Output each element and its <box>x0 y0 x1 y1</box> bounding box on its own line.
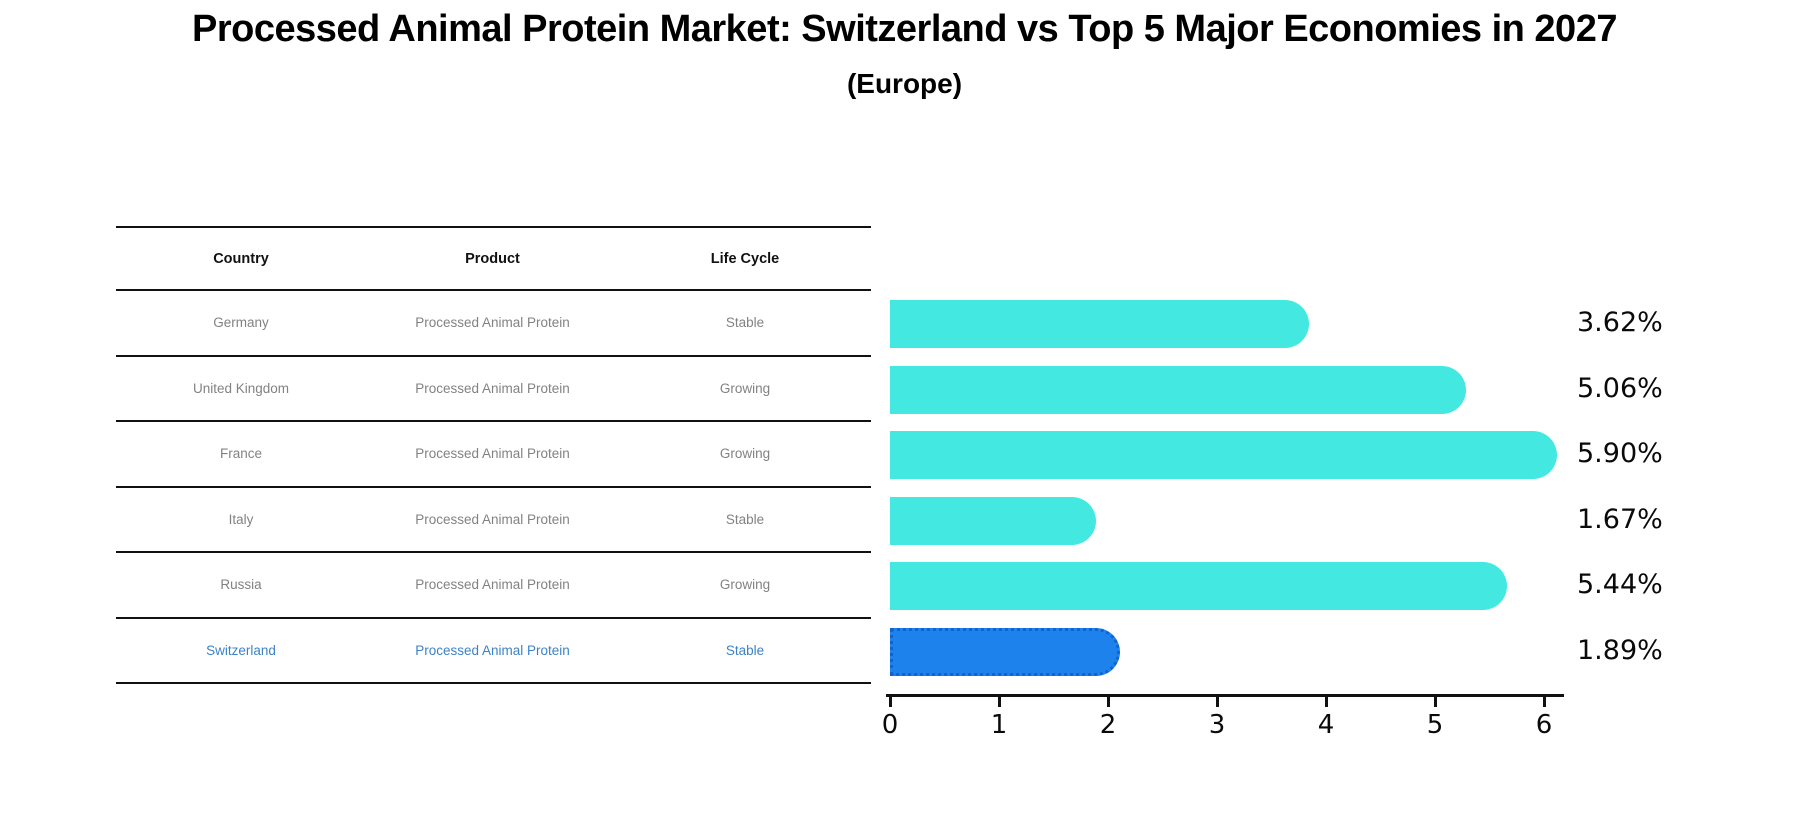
bar-value-label: 5.90% <box>1577 438 1663 469</box>
x-axis-tick-label: 2 <box>1099 710 1117 740</box>
x-axis-tick-label: 4 <box>1317 710 1335 740</box>
table-header-product: Product <box>465 250 520 267</box>
chart-subtitle: (Europe) <box>846 68 963 99</box>
table-cell-country: Switzerland <box>206 642 276 658</box>
bar-value-label: 1.89% <box>1577 634 1663 666</box>
bar-value-label: 5.06% <box>1577 372 1663 404</box>
bar-value-label: 5.44% <box>1577 569 1663 600</box>
table-cell-country: Italy <box>228 511 254 527</box>
x-axis-tick <box>1107 694 1110 707</box>
table-cell-product: Processed Animal Protein <box>415 511 570 527</box>
table-row: Russia Processed Animal Protein Growing <box>116 553 871 619</box>
bar-united-kingdom <box>890 365 1466 414</box>
table-header-lifecycle: Life Cycle <box>710 250 780 267</box>
bar-italy <box>890 496 1097 545</box>
x-axis-tick <box>1434 694 1437 707</box>
x-axis-tick-label: 6 <box>1535 710 1553 740</box>
x-axis-line <box>886 694 1564 697</box>
bar-value-label: 3.62% <box>1577 307 1663 338</box>
x-axis-tick-label: 3 <box>1208 710 1226 740</box>
table-cell-life-cycle: Growing <box>719 577 771 593</box>
x-axis-tick <box>889 694 892 707</box>
table-cell-product: Processed Animal Protein <box>415 577 570 593</box>
table-cell-country: France <box>219 446 263 462</box>
x-axis-tick <box>1543 694 1546 707</box>
bar-value-label: 1.67% <box>1577 503 1663 535</box>
chart-title: Processed Animal Protein Market: Switzer… <box>192 8 1617 50</box>
table-cell-country: United Kingdom <box>192 380 290 396</box>
table-row: United Kingdom Processed Animal Protein Gr… <box>116 357 871 422</box>
table-row: Italy Processed Animal Protein Stable <box>116 488 871 553</box>
table-cell-country: Germany <box>213 315 269 331</box>
table-row: Germany Processed Animal Protein Stable <box>116 291 871 357</box>
bar-germany <box>890 300 1309 348</box>
table-cell-life-cycle: Stable <box>725 642 765 658</box>
x-axis-tick-label: 1 <box>990 710 1008 740</box>
bar-france <box>890 431 1558 479</box>
table-cell-life-cycle: Stable <box>725 315 765 331</box>
table-cell-product: Processed Animal Protein <box>415 380 570 396</box>
table-cell-country: Russia <box>220 577 262 593</box>
x-axis-tick-label: 0 <box>881 710 899 740</box>
table-cell-life-cycle: Stable <box>725 511 765 527</box>
x-axis-tick <box>1325 694 1328 707</box>
table-header-country: Country <box>213 250 269 267</box>
table-body: Germany Processed Animal Protein Stable Uni… <box>116 291 871 684</box>
country-table: Country Product Life Cycle Germany Proces… <box>116 226 871 684</box>
bar-highlight-switzerland <box>890 627 1120 676</box>
table-header-row: Country Product Life Cycle <box>116 226 871 291</box>
x-axis-tick <box>998 694 1001 707</box>
x-axis-tick <box>1216 694 1219 707</box>
table-row: Switzerland Processed Animal Protein Stabl… <box>116 619 871 684</box>
x-axis-tick-label: 5 <box>1426 710 1444 740</box>
table-cell-product: Processed Animal Protein <box>415 315 570 331</box>
table-cell-life-cycle: Growing <box>719 380 771 396</box>
table-cell-product: Processed Animal Protein <box>415 642 570 658</box>
table-row: France Processed Animal Protein Growing <box>116 422 871 488</box>
table-cell-life-cycle: Growing <box>719 446 771 462</box>
bar-russia <box>890 562 1507 610</box>
table-cell-product: Processed Animal Protein <box>415 446 570 462</box>
